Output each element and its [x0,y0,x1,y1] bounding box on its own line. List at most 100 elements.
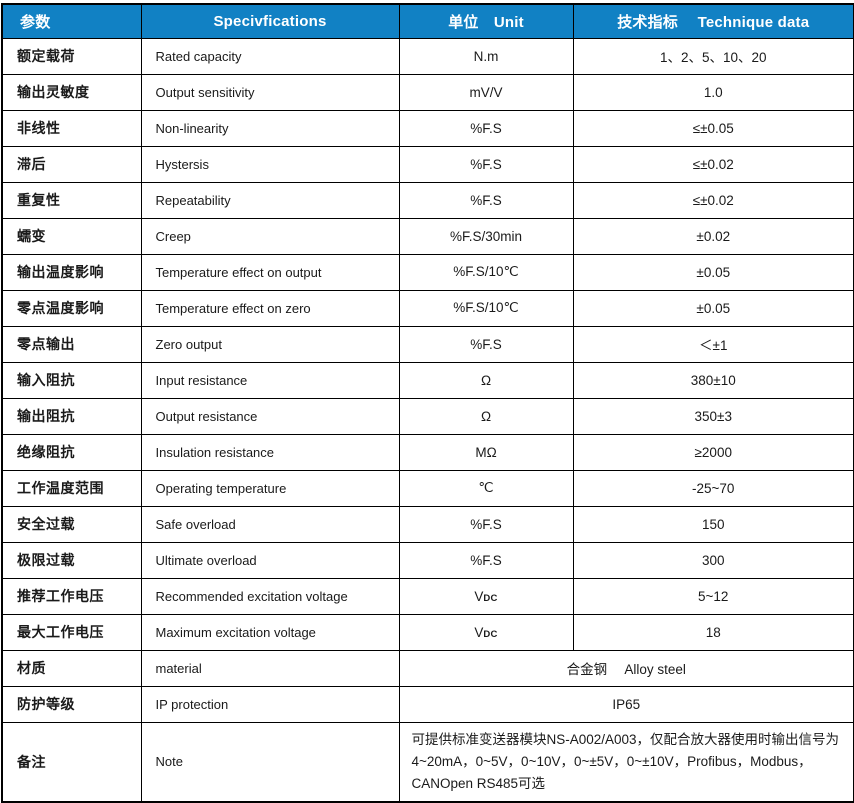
param-en: Repeatability [140,181,400,219]
table-row-output-sensitivity: 输出灵敏度 Output sensitivity mV/V 1.0 [1,73,854,111]
value-cell: ≥2000 [572,433,854,471]
value-cell: 350±3 [572,397,854,435]
param-cn: 蠕变 [1,217,142,255]
unit-cell: Ω [398,397,574,435]
table-row-creep: 蠕变 Creep %F.S/30min ±0.02 [1,217,854,255]
param-en: IP protection [140,685,400,723]
param-cn: 备注 [1,721,142,803]
table-row-operating-temperature: 工作温度范围 Operating temperature ℃ -25~70 [1,469,854,507]
unit-main: V [474,624,484,640]
value-cell-merged: 合金钢 Alloy steel [398,649,854,687]
param-en: Creep [140,217,400,255]
unit-cell: mV/V [398,73,574,111]
table-row-rated-capacity: 额定载荷 Rated capacity N.m 1、2、5、10、20 [1,37,854,75]
param-en: Insulation resistance [140,433,400,471]
unit-cell: %F.S [398,181,574,219]
value-cell: ≤±0.02 [572,145,854,183]
param-cn: 绝缘阻抗 [1,433,142,471]
unit-cell: %F.S/10℃ [398,253,574,291]
param-cn: 输入阻抗 [1,361,142,399]
value-cell: 150 [572,505,854,543]
value-cell: 18 [572,613,854,651]
value-cell: 5~12 [572,577,854,615]
param-en: Input resistance [140,361,400,399]
param-cn: 非线性 [1,109,142,147]
param-en: Operating temperature [140,469,400,507]
param-cn: 极限过载 [1,541,142,579]
param-cn: 重复性 [1,181,142,219]
param-cn: 最大工作电压 [1,613,142,651]
param-cn: 安全过载 [1,505,142,543]
param-en: Hystersis [140,145,400,183]
specifications-table: 参数 Specivfications 单位 Unit 技术指标 Techniqu… [1,3,854,803]
param-cn: 输出温度影响 [1,253,142,291]
table-row-hysteresis: 滞后 Hystersis %F.S ≤±0.02 [1,145,854,183]
unit-cell: VDC [398,613,574,651]
unit-cell: VDC [398,577,574,615]
value-cell: 380±10 [572,361,854,399]
table-row-maximum-voltage: 最大工作电压 Maximum excitation voltage VDC 18 [1,613,854,651]
param-en: Temperature effect on output [140,253,400,291]
param-en: material [140,649,400,687]
param-cn: 滞后 [1,145,142,183]
unit-cell: Ω [398,361,574,399]
param-en: Maximum excitation voltage [140,613,400,651]
table-row-recommended-voltage: 推荐工作电压 Recommended excitation voltage VD… [1,577,854,615]
value-cell: 1.0 [572,73,854,111]
param-cn: 零点输出 [1,325,142,363]
param-cn: 输出阻抗 [1,397,142,435]
value-cell: 300 [572,541,854,579]
unit-cell: N.m [398,37,574,75]
unit-cell: MΩ [398,433,574,471]
param-cn: 零点温度影响 [1,289,142,327]
param-cn: 推荐工作电压 [1,577,142,615]
table-row-non-linearity: 非线性 Non-linearity %F.S ≤±0.05 [1,109,854,147]
table-row-ip-protection: 防护等级 IP protection IP65 [1,685,854,723]
header-param: 参数 [1,3,142,39]
value-cell: ≤±0.05 [572,109,854,147]
param-cn: 输出灵敏度 [1,73,142,111]
unit-subscript: DC [483,628,498,640]
param-en: Rated capacity [140,37,400,75]
table-row-input-resistance: 输入阻抗 Input resistance Ω 380±10 [1,361,854,399]
unit-subscript: DC [483,592,498,604]
header-technique-data: 技术指标 Technique data [572,3,854,39]
note-text-cell: 可提供标准变送器模块NS-A002/A003，仅配合放大器使用时输出信号为 4~… [398,721,854,803]
param-en: Recommended excitation voltage [140,577,400,615]
table-row-repeatability: 重复性 Repeatability %F.S ≤±0.02 [1,181,854,219]
unit-cell: %F.S [398,505,574,543]
unit-cell: %F.S [398,145,574,183]
table-header-row: 参数 Specivfications 单位 Unit 技术指标 Techniqu… [1,3,854,39]
unit-main: V [474,588,484,604]
param-en: Ultimate overload [140,541,400,579]
unit-cell: %F.S [398,325,574,363]
param-cn: 防护等级 [1,685,142,723]
table-row-material: 材质 material 合金钢 Alloy steel [1,649,854,687]
value-cell: ≤±0.02 [572,181,854,219]
param-cn: 额定载荷 [1,37,142,75]
table-row-safe-overload: 安全过载 Safe overload %F.S 150 [1,505,854,543]
value-cell: ±0.05 [572,253,854,291]
unit-cell: %F.S/30min [398,217,574,255]
value-cell-merged: IP65 [398,685,854,723]
value-cell: ±0.05 [572,289,854,327]
table-row-output-resistance: 输出阻抗 Output resistance Ω 350±3 [1,397,854,435]
header-specifications: Specivfications [140,3,400,39]
table-row-temp-effect-zero: 零点温度影响 Temperature effect on zero %F.S/1… [1,289,854,327]
table-row-note: 备注 Note 可提供标准变送器模块NS-A002/A003，仅配合放大器使用时… [1,721,854,803]
unit-cell: ℃ [398,469,574,507]
value-cell: -25~70 [572,469,854,507]
header-unit: 单位 Unit [398,3,574,39]
param-en: Zero output [140,325,400,363]
value-cell: 1、2、5、10、20 [572,37,854,75]
value-cell: ＜±1 [572,325,854,363]
param-en: Note [140,721,400,803]
param-en: Non-linearity [140,109,400,147]
table-row-ultimate-overload: 极限过载 Ultimate overload %F.S 300 [1,541,854,579]
table-row-temp-effect-output: 输出温度影响 Temperature effect on output %F.S… [1,253,854,291]
table-row-zero-output: 零点输出 Zero output %F.S ＜±1 [1,325,854,363]
param-en: Output sensitivity [140,73,400,111]
unit-cell: %F.S [398,541,574,579]
param-cn: 工作温度范围 [1,469,142,507]
